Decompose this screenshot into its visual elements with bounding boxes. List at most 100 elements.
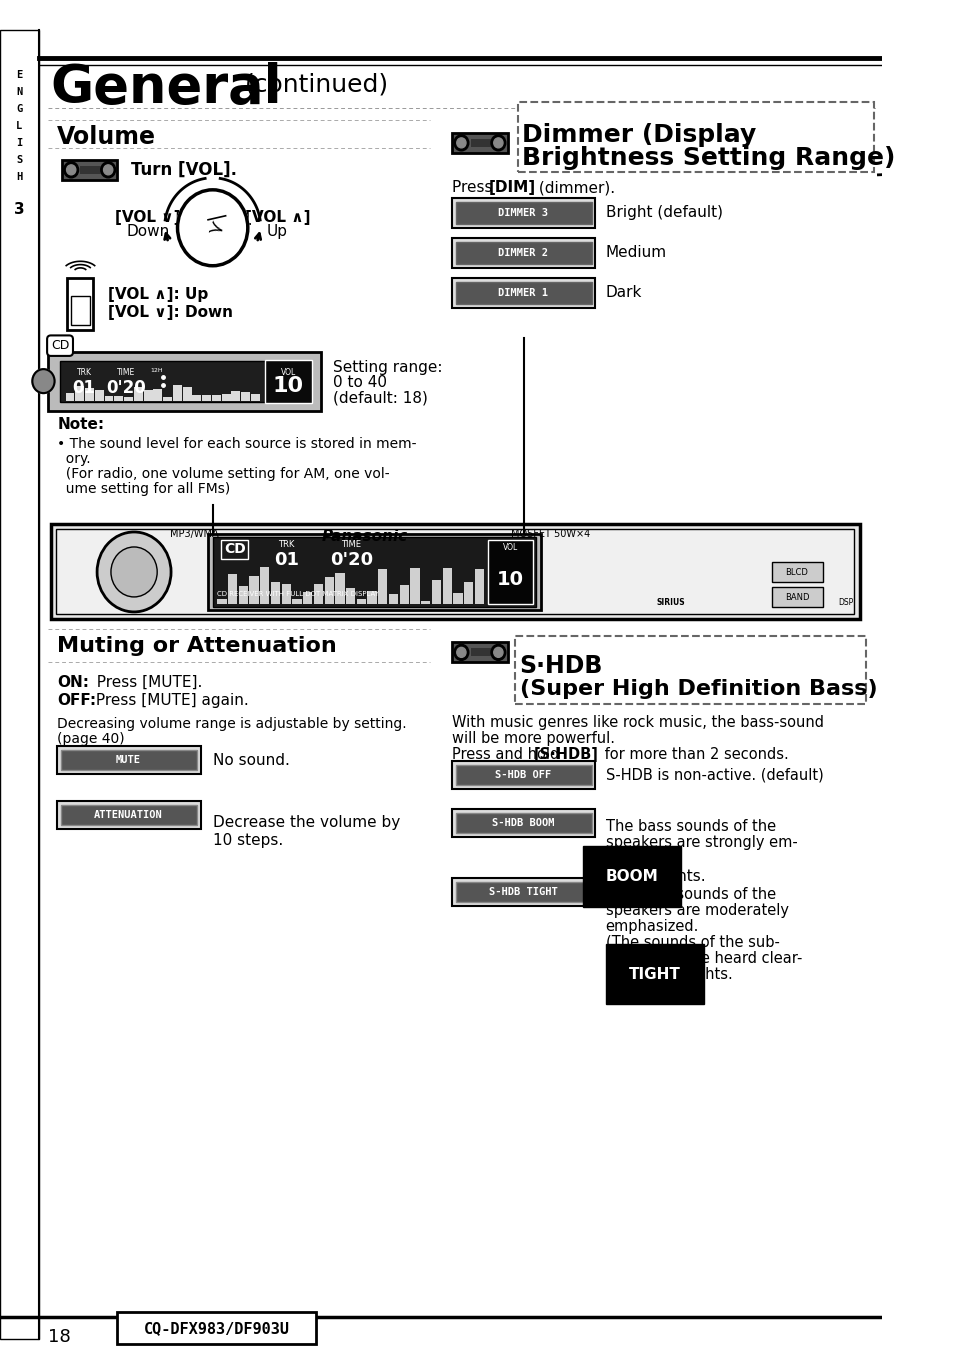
Text: ≻: ≻: [204, 218, 226, 241]
Text: (continued): (continued): [245, 73, 389, 97]
Text: VOL: VOL: [280, 368, 295, 376]
Text: BLCD: BLCD: [784, 568, 807, 577]
Text: (default: 18): (default: 18): [333, 390, 427, 406]
Bar: [57, 801, 200, 829]
Circle shape: [111, 547, 157, 597]
Text: Decrease the volume by: Decrease the volume by: [213, 814, 399, 830]
Bar: [367, 592, 376, 604]
Bar: [452, 278, 595, 307]
Text: 0'20: 0'20: [330, 551, 373, 569]
Bar: [251, 394, 259, 400]
Bar: [453, 593, 462, 604]
Text: will be more powerful.: will be more powerful.: [452, 731, 615, 745]
Text: Down: Down: [126, 224, 170, 240]
Bar: [420, 601, 430, 604]
Text: No sound.: No sound.: [213, 752, 290, 768]
Text: MP3/WMA: MP3/WMA: [170, 530, 218, 539]
Text: N: N: [16, 86, 23, 97]
Bar: [153, 388, 162, 400]
Circle shape: [32, 369, 54, 394]
Text: phasized.: phasized.: [605, 851, 675, 865]
Text: Bright (default): Bright (default): [605, 205, 721, 220]
Text: 3: 3: [14, 202, 25, 217]
Text: TRK: TRK: [278, 541, 294, 550]
Text: TRK: TRK: [76, 368, 91, 376]
Circle shape: [491, 135, 505, 151]
Text: S-HDB OFF: S-HDB OFF: [495, 770, 551, 780]
Text: Note:: Note:: [57, 417, 104, 433]
Text: DSP: DSP: [838, 599, 853, 608]
Bar: [60, 361, 310, 402]
Bar: [208, 535, 540, 611]
Bar: [410, 569, 419, 604]
Bar: [193, 395, 201, 400]
Circle shape: [104, 164, 112, 175]
Text: L: L: [16, 121, 23, 131]
Bar: [265, 360, 312, 403]
Text: DIMMER 2: DIMMER 2: [497, 248, 548, 257]
Bar: [456, 202, 591, 224]
Bar: [399, 585, 409, 604]
Text: S: S: [16, 155, 23, 164]
Bar: [346, 588, 355, 604]
Text: [VOL ∨]: Down: [VOL ∨]: Down: [108, 305, 233, 321]
Bar: [335, 573, 344, 604]
Bar: [517, 102, 873, 171]
Text: G: G: [16, 104, 23, 113]
Bar: [172, 386, 182, 400]
Bar: [456, 882, 591, 902]
Text: (For radio, one volume setting for AM, one vol-: (For radio, one volume setting for AM, o…: [57, 466, 390, 480]
Circle shape: [494, 137, 502, 148]
Bar: [48, 352, 320, 411]
Bar: [452, 133, 507, 152]
Circle shape: [456, 137, 465, 148]
Bar: [249, 576, 258, 604]
Text: for more than 2 seconds.: for more than 2 seconds.: [599, 747, 788, 762]
Text: General: General: [51, 62, 282, 115]
Text: Brightness Setting Range): Brightness Setting Range): [522, 146, 895, 170]
Bar: [61, 751, 196, 770]
Bar: [452, 762, 595, 789]
Circle shape: [67, 164, 75, 175]
Text: Panasonic: Panasonic: [322, 530, 408, 545]
Bar: [432, 580, 440, 604]
Text: [S·HDB]: [S·HDB]: [533, 747, 598, 762]
Text: 0 to 40: 0 to 40: [333, 375, 387, 390]
Bar: [271, 582, 280, 604]
Bar: [377, 569, 387, 604]
Text: H: H: [16, 171, 23, 182]
Text: [VOL ∧]: [VOL ∧]: [244, 210, 310, 225]
Text: The bass sounds of the: The bass sounds of the: [605, 887, 775, 902]
Bar: [470, 139, 491, 147]
Text: ON:: ON:: [57, 675, 90, 690]
Text: MUTE: MUTE: [116, 755, 141, 766]
Text: 10 steps.: 10 steps.: [213, 833, 283, 848]
Bar: [241, 392, 250, 400]
Circle shape: [454, 135, 468, 151]
Bar: [85, 388, 94, 400]
Text: [VOL ∨]: [VOL ∨]: [115, 210, 180, 225]
Text: ume setting for all FMs): ume setting for all FMs): [57, 481, 231, 496]
Bar: [389, 594, 397, 604]
Bar: [163, 398, 172, 400]
Bar: [303, 592, 312, 604]
Bar: [105, 396, 113, 400]
Text: BOOM: BOOM: [605, 868, 658, 884]
Text: ly.): ly.): [605, 967, 631, 981]
Text: Press [MUTE].: Press [MUTE].: [87, 675, 202, 690]
Text: woofer can be heard clear-: woofer can be heard clear-: [605, 950, 801, 965]
Text: TIME: TIME: [116, 368, 134, 376]
Bar: [68, 278, 93, 330]
Text: 01: 01: [274, 551, 299, 569]
Text: CD: CD: [224, 542, 245, 557]
Text: 01: 01: [72, 379, 95, 396]
Text: I: I: [16, 137, 23, 148]
Bar: [771, 588, 822, 608]
Bar: [292, 599, 301, 604]
Text: VOL: VOL: [502, 543, 517, 553]
Bar: [51, 524, 859, 619]
Text: • The sound level for each source is stored in mem-: • The sound level for each source is sto…: [57, 437, 416, 450]
Bar: [114, 396, 123, 400]
Bar: [64, 384, 262, 400]
Bar: [470, 648, 491, 656]
